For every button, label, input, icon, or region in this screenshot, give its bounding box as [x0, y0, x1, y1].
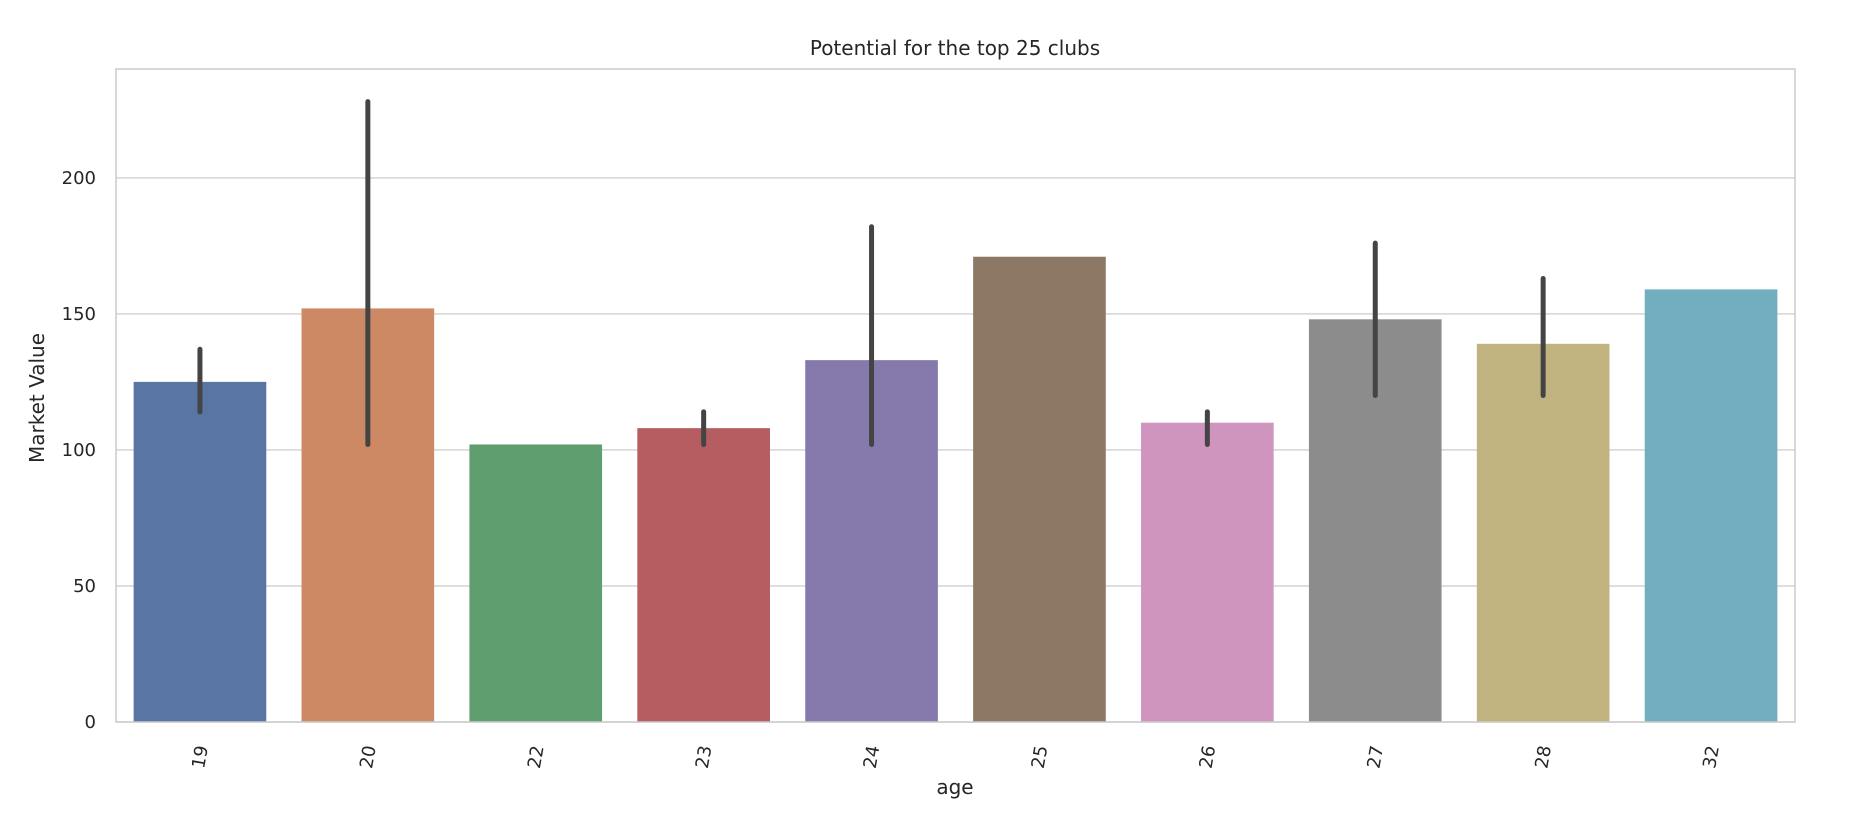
y-axis-label: Market Value [25, 333, 49, 463]
y-tick-label: 200 [62, 168, 96, 189]
x-tick-label: 26 [1196, 744, 1221, 770]
x-tick-label: 20 [356, 744, 381, 770]
bar-age-28 [1476, 343, 1610, 722]
x-tick-label: 28 [1531, 744, 1556, 770]
error-bars [197, 99, 1546, 447]
plot-frame [115, 68, 1796, 723]
y-tick-label: 0 [85, 712, 96, 733]
bar-age-22 [469, 444, 603, 722]
bar-age-23 [637, 428, 770, 722]
y-tick-label: 100 [62, 440, 96, 461]
x-axis-label: age [936, 775, 973, 799]
y-tick-labels: 0 50 100 150 200 [62, 168, 96, 733]
x-tick-label: 32 [1699, 744, 1724, 770]
bars [133, 256, 1778, 722]
x-tick-label: 22 [524, 744, 549, 770]
bar-age-19 [133, 381, 267, 722]
y-tick-label: 50 [73, 576, 96, 597]
x-tick-label: 19 [188, 744, 213, 770]
bar-age-32 [1644, 289, 1778, 722]
x-tick-labels: 19 20 22 23 24 25 26 27 28 32 [188, 744, 1724, 770]
chart-title: Potential for the top 25 clubs [810, 36, 1100, 60]
x-tick-label: 25 [1028, 744, 1053, 770]
y-tick-label: 150 [62, 304, 96, 325]
x-tick-label: 23 [692, 744, 717, 770]
x-tick-label: 27 [1364, 744, 1389, 770]
bar-age-26 [1141, 422, 1274, 722]
x-tick-label: 24 [860, 744, 885, 770]
bar-age-25 [973, 256, 1106, 722]
